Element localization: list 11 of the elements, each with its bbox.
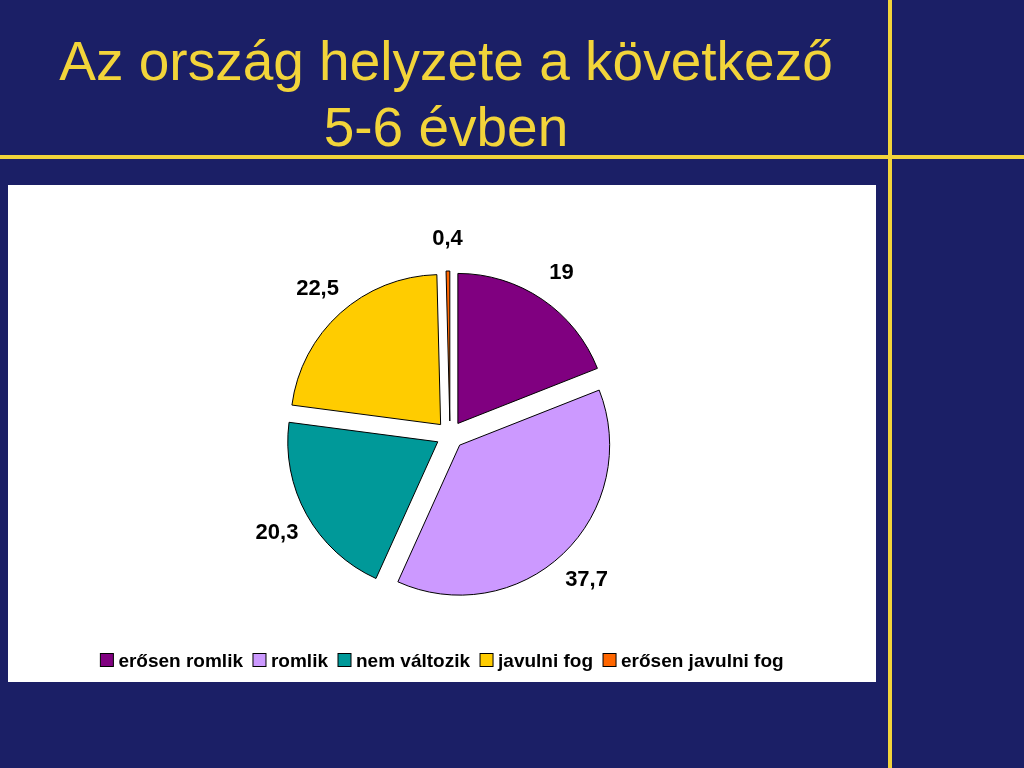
legend-label: erősen romlik [118, 649, 244, 671]
data-label: 37,7 [565, 565, 608, 591]
legend-label: nem változik [356, 649, 471, 671]
data-label: 22,5 [296, 275, 339, 301]
chart-title: Az ország helyzete a következő 5-6 évben [59, 30, 833, 158]
legend-label: romlik [270, 649, 329, 671]
legend-label: erősen javulni fog [621, 649, 784, 671]
data-label: 20,3 [255, 518, 299, 544]
data-label: 19 [549, 258, 574, 284]
data-label: 0,4 [432, 224, 464, 250]
legend-label: javulni fog [497, 649, 594, 671]
